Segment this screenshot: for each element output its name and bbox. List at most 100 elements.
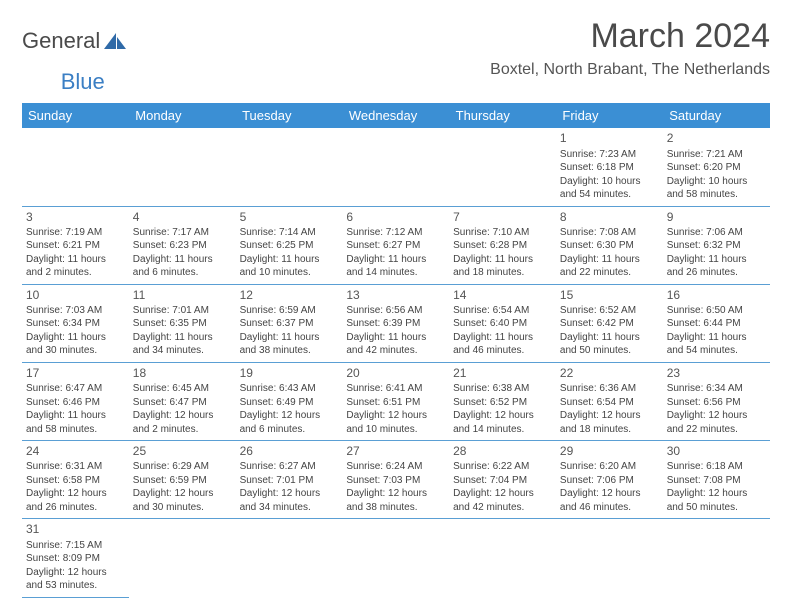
sunrise-line: Sunrise: 7:10 AM	[453, 226, 552, 240]
day-number: 8	[560, 209, 659, 225]
sunrise-line: Sunrise: 6:52 AM	[560, 304, 659, 318]
calendar-cell: 22Sunrise: 6:36 AMSunset: 6:54 PMDayligh…	[556, 362, 663, 440]
daylight-line: Daylight: 12 hours and 2 minutes.	[133, 409, 232, 436]
calendar-row: 3Sunrise: 7:19 AMSunset: 6:21 PMDaylight…	[22, 206, 770, 284]
daylight-line: Daylight: 12 hours and 53 minutes.	[26, 566, 125, 593]
daylight-line: Daylight: 11 hours and 38 minutes.	[240, 331, 339, 358]
daylight-line: Daylight: 11 hours and 26 minutes.	[667, 253, 766, 280]
sunset-line: Sunset: 6:49 PM	[240, 396, 339, 410]
calendar-cell: 16Sunrise: 6:50 AMSunset: 6:44 PMDayligh…	[663, 284, 770, 362]
sunset-line: Sunset: 6:54 PM	[560, 396, 659, 410]
location: Boxtel, North Brabant, The Netherlands	[490, 61, 770, 79]
day-number: 5	[240, 209, 339, 225]
sunset-line: Sunset: 6:37 PM	[240, 317, 339, 331]
calendar-cell: 14Sunrise: 6:54 AMSunset: 6:40 PMDayligh…	[449, 284, 556, 362]
sunrise-line: Sunrise: 6:47 AM	[26, 382, 125, 396]
sunset-line: Sunset: 6:47 PM	[133, 396, 232, 410]
calendar-row: 17Sunrise: 6:47 AMSunset: 6:46 PMDayligh…	[22, 362, 770, 440]
calendar-cell: 8Sunrise: 7:08 AMSunset: 6:30 PMDaylight…	[556, 206, 663, 284]
day-number: 21	[453, 365, 552, 381]
calendar-cell: 26Sunrise: 6:27 AMSunset: 7:01 PMDayligh…	[236, 441, 343, 519]
calendar-cell: 2Sunrise: 7:21 AMSunset: 6:20 PMDaylight…	[663, 128, 770, 206]
sunrise-line: Sunrise: 7:17 AM	[133, 226, 232, 240]
day-number: 12	[240, 287, 339, 303]
daylight-line: Daylight: 11 hours and 46 minutes.	[453, 331, 552, 358]
sunset-line: Sunset: 6:58 PM	[26, 474, 125, 488]
sunrise-line: Sunrise: 6:45 AM	[133, 382, 232, 396]
calendar-row: 1Sunrise: 7:23 AMSunset: 6:18 PMDaylight…	[22, 128, 770, 206]
calendar-cell: 28Sunrise: 6:22 AMSunset: 7:04 PMDayligh…	[449, 441, 556, 519]
sunrise-line: Sunrise: 7:08 AM	[560, 226, 659, 240]
daylight-line: Daylight: 11 hours and 22 minutes.	[560, 253, 659, 280]
sunset-line: Sunset: 6:27 PM	[346, 239, 445, 253]
day-number: 28	[453, 443, 552, 459]
calendar-cell: 25Sunrise: 6:29 AMSunset: 6:59 PMDayligh…	[129, 441, 236, 519]
logo-text-general: General	[22, 28, 100, 54]
calendar-body: 1Sunrise: 7:23 AMSunset: 6:18 PMDaylight…	[22, 128, 770, 597]
sail-icon	[102, 31, 128, 51]
calendar-cell	[556, 519, 663, 597]
day-number: 23	[667, 365, 766, 381]
daylight-line: Daylight: 11 hours and 6 minutes.	[133, 253, 232, 280]
daylight-line: Daylight: 12 hours and 14 minutes.	[453, 409, 552, 436]
logo: General	[22, 18, 128, 54]
month-title: March 2024	[490, 18, 770, 55]
sunrise-line: Sunrise: 7:21 AM	[667, 148, 766, 162]
day-number: 10	[26, 287, 125, 303]
day-number: 2	[667, 130, 766, 146]
sunset-line: Sunset: 6:21 PM	[26, 239, 125, 253]
calendar-cell: 10Sunrise: 7:03 AMSunset: 6:34 PMDayligh…	[22, 284, 129, 362]
day-number: 14	[453, 287, 552, 303]
calendar-cell: 23Sunrise: 6:34 AMSunset: 6:56 PMDayligh…	[663, 362, 770, 440]
daylight-line: Daylight: 11 hours and 34 minutes.	[133, 331, 232, 358]
calendar-cell: 7Sunrise: 7:10 AMSunset: 6:28 PMDaylight…	[449, 206, 556, 284]
calendar-cell	[236, 519, 343, 597]
sunset-line: Sunset: 6:25 PM	[240, 239, 339, 253]
sunrise-line: Sunrise: 7:23 AM	[560, 148, 659, 162]
sunset-line: Sunset: 6:28 PM	[453, 239, 552, 253]
sunset-line: Sunset: 7:04 PM	[453, 474, 552, 488]
day-header: Sunday	[22, 103, 129, 128]
day-number: 15	[560, 287, 659, 303]
calendar-row: 10Sunrise: 7:03 AMSunset: 6:34 PMDayligh…	[22, 284, 770, 362]
calendar-cell: 30Sunrise: 6:18 AMSunset: 7:08 PMDayligh…	[663, 441, 770, 519]
daylight-line: Daylight: 11 hours and 14 minutes.	[346, 253, 445, 280]
calendar-cell	[449, 128, 556, 206]
daylight-line: Daylight: 12 hours and 6 minutes.	[240, 409, 339, 436]
daylight-line: Daylight: 10 hours and 58 minutes.	[667, 175, 766, 202]
sunset-line: Sunset: 6:23 PM	[133, 239, 232, 253]
sunrise-line: Sunrise: 6:54 AM	[453, 304, 552, 318]
calendar-cell: 6Sunrise: 7:12 AMSunset: 6:27 PMDaylight…	[342, 206, 449, 284]
sunrise-line: Sunrise: 7:19 AM	[26, 226, 125, 240]
calendar-cell: 20Sunrise: 6:41 AMSunset: 6:51 PMDayligh…	[342, 362, 449, 440]
daylight-line: Daylight: 12 hours and 38 minutes.	[346, 487, 445, 514]
daylight-line: Daylight: 12 hours and 22 minutes.	[667, 409, 766, 436]
calendar-cell	[342, 128, 449, 206]
sunrise-line: Sunrise: 6:24 AM	[346, 460, 445, 474]
calendar-cell: 18Sunrise: 6:45 AMSunset: 6:47 PMDayligh…	[129, 362, 236, 440]
sunset-line: Sunset: 6:30 PM	[560, 239, 659, 253]
calendar-cell	[236, 128, 343, 206]
sunrise-line: Sunrise: 6:22 AM	[453, 460, 552, 474]
calendar-cell: 19Sunrise: 6:43 AMSunset: 6:49 PMDayligh…	[236, 362, 343, 440]
day-number: 29	[560, 443, 659, 459]
calendar-cell	[22, 128, 129, 206]
day-number: 7	[453, 209, 552, 225]
daylight-line: Daylight: 11 hours and 18 minutes.	[453, 253, 552, 280]
calendar-cell: 15Sunrise: 6:52 AMSunset: 6:42 PMDayligh…	[556, 284, 663, 362]
daylight-line: Daylight: 12 hours and 50 minutes.	[667, 487, 766, 514]
calendar-head: SundayMondayTuesdayWednesdayThursdayFrid…	[22, 103, 770, 128]
daylight-line: Daylight: 12 hours and 10 minutes.	[346, 409, 445, 436]
day-header: Wednesday	[342, 103, 449, 128]
sunrise-line: Sunrise: 7:15 AM	[26, 539, 125, 553]
calendar-cell: 11Sunrise: 7:01 AMSunset: 6:35 PMDayligh…	[129, 284, 236, 362]
sunrise-line: Sunrise: 6:38 AM	[453, 382, 552, 396]
calendar-cell: 24Sunrise: 6:31 AMSunset: 6:58 PMDayligh…	[22, 441, 129, 519]
day-number: 25	[133, 443, 232, 459]
sunset-line: Sunset: 6:52 PM	[453, 396, 552, 410]
sunrise-line: Sunrise: 6:31 AM	[26, 460, 125, 474]
sunrise-line: Sunrise: 6:29 AM	[133, 460, 232, 474]
calendar-cell: 27Sunrise: 6:24 AMSunset: 7:03 PMDayligh…	[342, 441, 449, 519]
sunset-line: Sunset: 6:40 PM	[453, 317, 552, 331]
daylight-line: Daylight: 12 hours and 30 minutes.	[133, 487, 232, 514]
